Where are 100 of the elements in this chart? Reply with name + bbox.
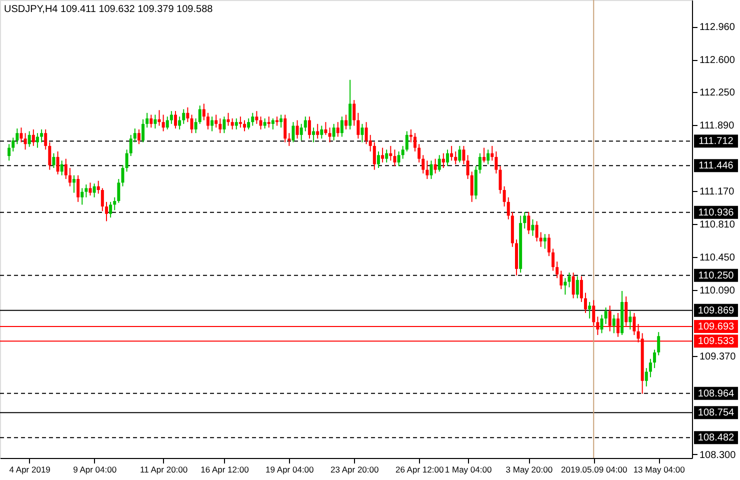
- candlestick: [576, 276, 579, 299]
- candlestick: [68, 167, 72, 187]
- candlestick: [304, 116, 307, 132]
- candlestick: [296, 120, 299, 140]
- ref-line-label: 110.250: [698, 270, 734, 282]
- candlestick: [352, 100, 356, 126]
- candlestick: [198, 105, 202, 124]
- candlestick: [494, 150, 498, 174]
- candlestick: [202, 103, 206, 121]
- candlestick: [466, 154, 470, 180]
- candlestick: [543, 234, 546, 250]
- candlestick: [393, 149, 396, 167]
- candlestick: [133, 128, 136, 143]
- candlestick: [56, 150, 60, 175]
- ref-line-label: 111.712: [698, 136, 734, 148]
- candlestick: [604, 306, 608, 324]
- candlestick: [324, 122, 328, 136]
- candlestick: [539, 232, 542, 248]
- candlestick: [657, 332, 660, 356]
- candlestick: [368, 134, 372, 152]
- candlestick: [194, 118, 198, 134]
- x-tick-label: 1 May 04:00: [444, 464, 492, 474]
- candlestick: [580, 276, 583, 302]
- candlestick: [190, 114, 194, 134]
- candlestick: [535, 220, 538, 242]
- candlestick: [312, 127, 316, 143]
- x-tick-label: 23 Apr 20:00: [330, 464, 379, 474]
- candlestick: [612, 314, 616, 334]
- candlestick: [166, 116, 169, 130]
- candlestick: [308, 116, 311, 140]
- candlestick: [255, 110, 258, 124]
- candlestick: [275, 116, 278, 126]
- y-tick-label: 108.300: [700, 450, 736, 461]
- candlestick: [438, 154, 441, 172]
- candlestick: [397, 150, 400, 167]
- candlestick: [186, 106, 190, 123]
- y-tick-label: 112.600: [700, 55, 736, 66]
- candlestick: [648, 358, 652, 378]
- candlestick: [214, 114, 218, 128]
- candlestick: [88, 182, 92, 196]
- candlestick: [552, 248, 555, 272]
- candlestick: [560, 270, 563, 290]
- candlestick: [385, 149, 388, 163]
- candlestick: [376, 150, 380, 168]
- x-tick-label: 11 Apr 20:00: [140, 464, 188, 474]
- candlestick: [222, 116, 226, 134]
- candlestick: [48, 142, 52, 170]
- candlestick: [409, 128, 412, 143]
- candlestick: [271, 118, 274, 130]
- candlestick: [527, 212, 530, 235]
- candlestick: [267, 116, 270, 128]
- candlestick: [332, 123, 336, 141]
- candlestick: [405, 130, 408, 152]
- candlestick: [210, 116, 214, 132]
- candlestick: [259, 116, 262, 130]
- candlestick: [584, 292, 588, 314]
- candlestick: [64, 158, 68, 180]
- candlestick: [486, 149, 490, 165]
- chart-title: USDJPY,H4 109.411 109.632 109.379 109.588: [4, 4, 214, 15]
- candlestick: [243, 120, 246, 132]
- x-tick-label: 4 Apr 2019: [9, 464, 51, 474]
- candlestick: [506, 196, 510, 220]
- candlestick: [150, 114, 153, 128]
- y-tick-label: 110.450: [700, 252, 736, 264]
- candlestick: [531, 218, 534, 236]
- candlestick: [653, 349, 656, 369]
- candlestick: [28, 130, 31, 148]
- ref-line-label: 108.482: [698, 432, 735, 444]
- ref-line-label: 109.533: [698, 336, 735, 348]
- candlestick: [572, 272, 575, 299]
- x-tick-label: 2019.05.09 04:00: [561, 464, 628, 474]
- ref-line-label: 108.754: [698, 408, 735, 419]
- x-tick-label: 9 Apr 04:00: [73, 464, 117, 474]
- candlestick: [454, 150, 458, 165]
- candlestick: [251, 112, 254, 126]
- candlestick: [154, 114, 157, 129]
- candlestick: [288, 132, 291, 146]
- candlestick: [76, 174, 80, 202]
- candlestick: [113, 196, 116, 211]
- candlestick: [547, 234, 550, 257]
- x-tick-label: 16 Apr 12:00: [200, 464, 250, 474]
- candlestick: [316, 123, 320, 140]
- candlestick: [502, 186, 506, 208]
- candlestick: [434, 158, 437, 174]
- candlestick: [344, 114, 348, 130]
- ref-line-label: 108.964: [698, 388, 735, 400]
- candlestick: [442, 152, 445, 168]
- candlestick: [8, 144, 11, 162]
- candlestick: [117, 178, 120, 204]
- candlestick: [381, 147, 384, 163]
- candlestick: [84, 184, 88, 198]
- candlestick: [206, 112, 210, 130]
- candlestick: [498, 166, 502, 194]
- candlestick: [174, 110, 177, 129]
- candlestick: [129, 134, 132, 157]
- x-tick-label: 3 May 20:00: [506, 464, 553, 474]
- y-tick-label: 111.890: [700, 120, 735, 132]
- candlestick: [121, 164, 124, 187]
- candlestick: [20, 127, 23, 143]
- candlestick: [142, 118, 145, 143]
